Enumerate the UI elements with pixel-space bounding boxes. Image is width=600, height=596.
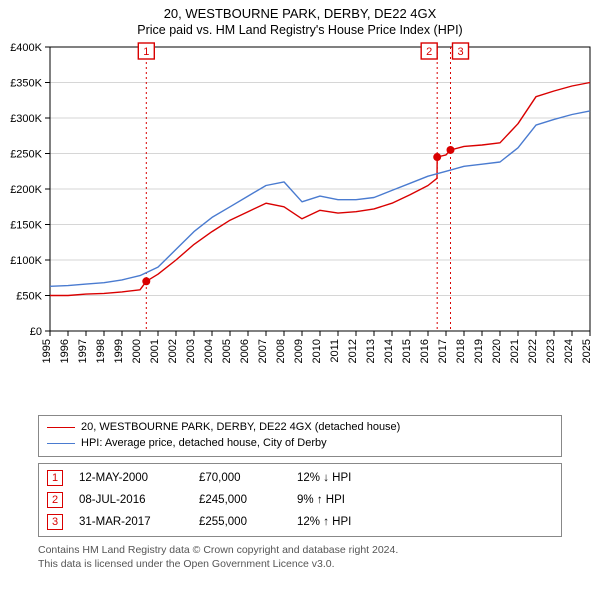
chart-title: 20, WESTBOURNE PARK, DERBY, DE22 4GX: [0, 6, 600, 21]
svg-text:1998: 1998: [95, 339, 107, 363]
event-row: 3 31-MAR-2017£255,00012% ↑ HPI: [47, 514, 553, 530]
event-pct: 12% ↑ HPI: [297, 516, 351, 528]
svg-text:2021: 2021: [509, 339, 521, 363]
svg-text:£350K: £350K: [10, 78, 42, 90]
svg-text:1: 1: [143, 46, 149, 58]
svg-text:2019: 2019: [473, 339, 485, 363]
event-marker: 1: [47, 470, 63, 486]
svg-text:2002: 2002: [167, 339, 179, 363]
legend-line-property: [47, 427, 75, 428]
svg-text:2000: 2000: [131, 339, 143, 363]
svg-text:2015: 2015: [401, 339, 413, 363]
svg-text:2008: 2008: [275, 339, 287, 363]
svg-text:2001: 2001: [149, 339, 161, 363]
svg-text:£400K: £400K: [10, 42, 42, 54]
event-pct: 9% ↑ HPI: [297, 494, 345, 506]
svg-text:£100K: £100K: [10, 255, 42, 267]
chart-subtitle: Price paid vs. HM Land Registry's House …: [0, 23, 600, 37]
svg-text:2020: 2020: [491, 339, 503, 363]
event-date: 31-MAR-2017: [79, 516, 199, 528]
svg-text:2003: 2003: [185, 339, 197, 363]
svg-text:2007: 2007: [257, 339, 269, 363]
svg-text:2011: 2011: [329, 339, 341, 363]
svg-text:2009: 2009: [293, 339, 305, 363]
chart-area: £0 £50K £100K £150K £200K £250K £300K £350K £400…: [0, 41, 600, 411]
svg-text:£50K: £50K: [16, 291, 42, 303]
svg-text:£200K: £200K: [10, 184, 42, 196]
legend-series-hpi: HPI: Average price, detached house, City…: [47, 436, 553, 452]
svg-text:£250K: £250K: [10, 149, 42, 161]
svg-text:2013: 2013: [365, 339, 377, 363]
svg-text:2022: 2022: [527, 339, 539, 363]
svg-text:£0: £0: [30, 326, 42, 338]
container: 20, WESTBOURNE PARK, DERBY, DE22 4GX Pri…: [0, 6, 600, 596]
footnote-line-1: Contains HM Land Registry data © Crown c…: [38, 543, 562, 557]
svg-text:2023: 2023: [545, 339, 557, 363]
legend-line-hpi: [47, 443, 75, 444]
svg-text:3: 3: [457, 46, 463, 58]
svg-text:2018: 2018: [455, 339, 467, 363]
event-price: £255,000: [199, 516, 297, 528]
svg-text:2025: 2025: [581, 339, 593, 363]
legend-label-property: 20, WESTBOURNE PARK, DERBY, DE22 4GX (de…: [81, 420, 400, 436]
svg-text:2: 2: [426, 46, 432, 58]
svg-text:2016: 2016: [419, 339, 431, 363]
svg-text:1996: 1996: [59, 339, 71, 363]
event-row: 1 12-MAY-2000£70,00012% ↓ HPI: [47, 470, 553, 486]
svg-text:2006: 2006: [239, 339, 251, 363]
svg-text:2017: 2017: [437, 339, 449, 363]
event-price: £245,000: [199, 494, 297, 506]
event-price: £70,000: [199, 472, 297, 484]
svg-text:£300K: £300K: [10, 113, 42, 125]
legend-series-property: 20, WESTBOURNE PARK, DERBY, DE22 4GX (de…: [47, 420, 553, 436]
svg-text:1995: 1995: [41, 339, 53, 363]
svg-text:2024: 2024: [563, 339, 575, 363]
legend: 20, WESTBOURNE PARK, DERBY, DE22 4GX (de…: [38, 415, 562, 457]
event-marker: 2: [47, 492, 63, 508]
event-pct: 12% ↓ HPI: [297, 472, 351, 484]
svg-text:2012: 2012: [347, 339, 359, 363]
event-marker: 3: [47, 514, 63, 530]
svg-text:2010: 2010: [311, 339, 323, 363]
event-date: 08-JUL-2016: [79, 494, 199, 506]
legend-label-hpi: HPI: Average price, detached house, City…: [81, 436, 327, 452]
svg-text:1999: 1999: [113, 339, 125, 363]
svg-text:2005: 2005: [221, 339, 233, 363]
svg-text:£150K: £150K: [10, 220, 42, 232]
event-date: 12-MAY-2000: [79, 472, 199, 484]
event-row: 2 08-JUL-2016£245,0009% ↑ HPI: [47, 492, 553, 508]
events-table: 1 12-MAY-2000£70,00012% ↓ HPI 2 08-JUL-2016…: [38, 463, 562, 537]
price-chart: £0 £50K £100K £150K £200K £250K £300K £350K £400…: [0, 41, 600, 411]
svg-text:2004: 2004: [203, 339, 215, 363]
footnote: Contains HM Land Registry data © Crown c…: [38, 543, 562, 571]
footnote-line-2: This data is licensed under the Open Gov…: [38, 557, 562, 571]
svg-text:2014: 2014: [383, 339, 395, 363]
svg-text:1997: 1997: [77, 339, 89, 363]
